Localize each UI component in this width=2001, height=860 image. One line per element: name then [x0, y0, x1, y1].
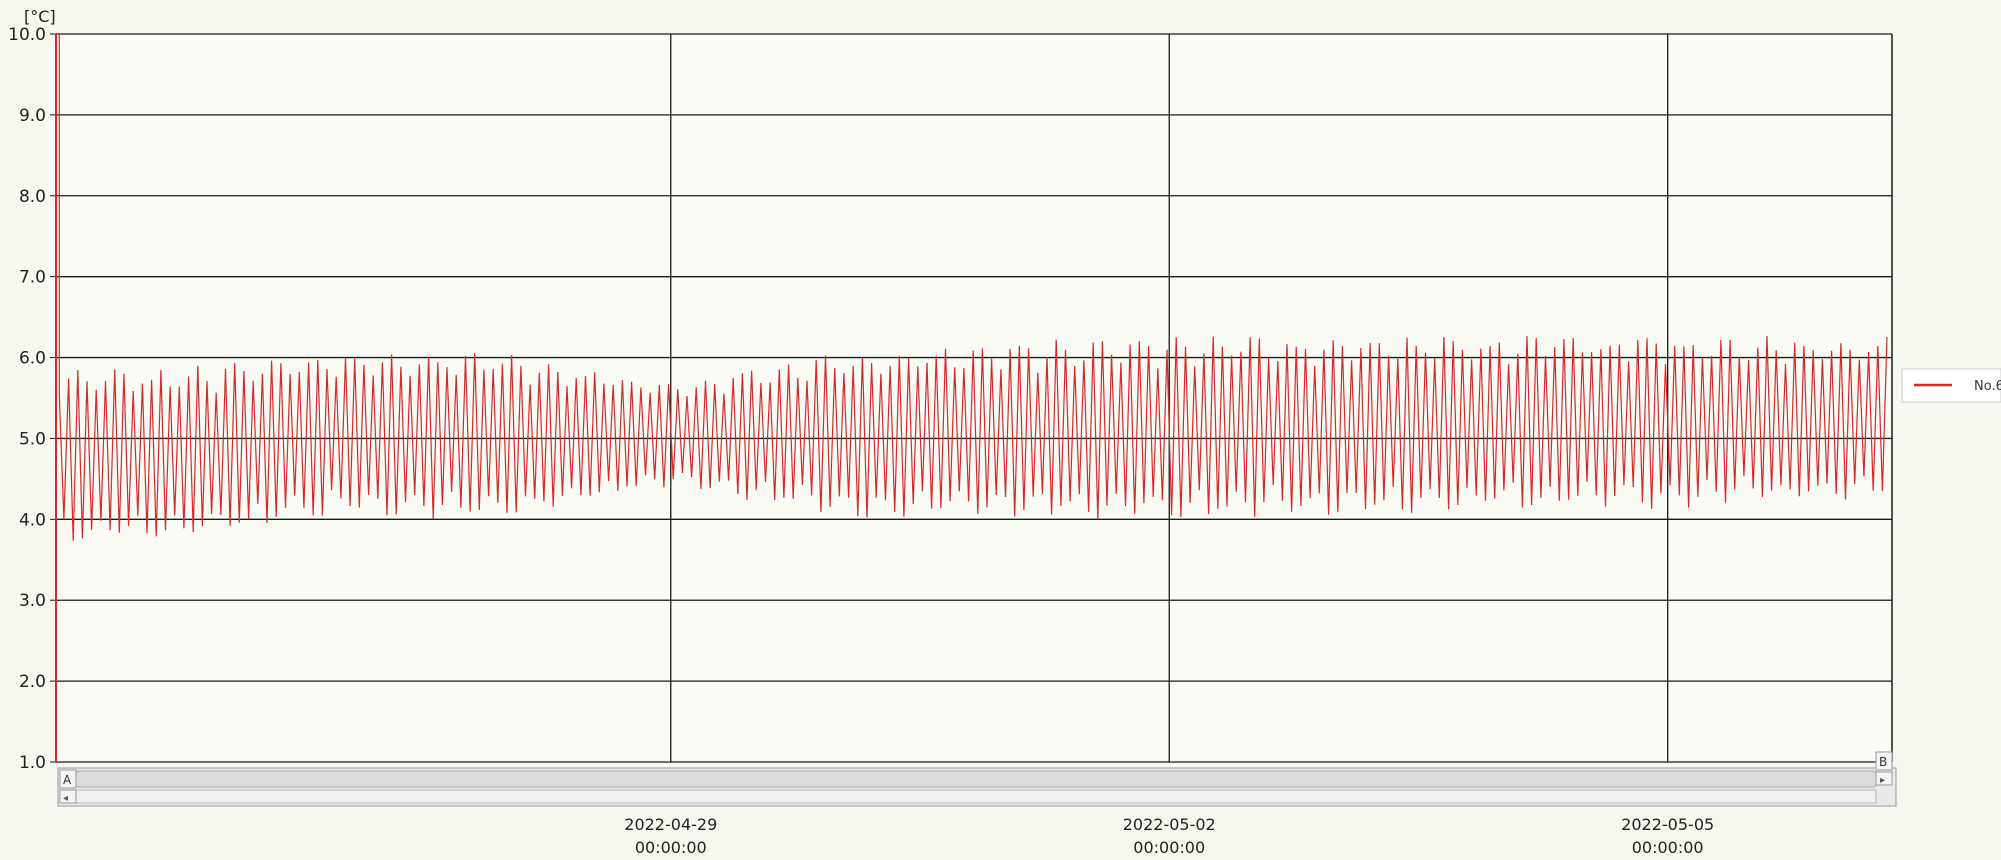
- y-tick-label: 3.0: [19, 591, 46, 611]
- legend: No.6: [1901, 368, 2001, 403]
- scroll-right-arrow-icon: ▸: [1880, 775, 1885, 786]
- series-line-no6: [58, 34, 1888, 541]
- y-tick-label: 8.0: [19, 187, 46, 207]
- scroll-left-arrow-icon: ◂: [63, 793, 68, 804]
- x-tick-date-label: 2022-04-29: [624, 815, 717, 834]
- scrollbar-lower-track[interactable]: [75, 789, 1877, 804]
- x-tick-time-label: 00:00:00: [635, 838, 707, 856]
- y-tick-label: 6.0: [19, 349, 46, 369]
- x-tick-time-label: 00:00:00: [1632, 838, 1704, 856]
- scroll-right-button[interactable]: [1875, 771, 1893, 786]
- range-start-label: A: [63, 773, 72, 787]
- y-tick-label: 2.0: [19, 672, 46, 692]
- y-tick-label: 1.0: [19, 753, 46, 773]
- y-tick-label: 5.0: [19, 429, 46, 449]
- series-layer: [58, 34, 1888, 541]
- y-tick-label: 7.0: [19, 268, 46, 288]
- time-scrollbar[interactable]: A B ◂ ▸: [57, 751, 1897, 807]
- legend-label: No.6: [1974, 379, 2001, 394]
- scrollbar-thumb[interactable]: [75, 770, 1877, 788]
- range-end-handle[interactable]: [1875, 751, 1893, 771]
- x-tick-date-label: 2022-05-05: [1621, 815, 1714, 834]
- axes: [°C] 1.0 2.0 3.0 4.0 5.0 6.0 7.0 8.0 9.0 10.0 2022…: [8, 7, 1893, 857]
- x-tick-time-label: 00:00:00: [1133, 838, 1205, 856]
- scroll-left-button[interactable]: [59, 789, 77, 804]
- y-unit-label: [°C]: [24, 7, 56, 26]
- y-tick-label: 9.0: [19, 106, 46, 126]
- x-tick-date-label: 2022-05-02: [1123, 815, 1216, 834]
- y-tick-label: 10.0: [8, 25, 46, 45]
- y-tick-label: 4.0: [19, 510, 46, 530]
- range-end-label: B: [1879, 755, 1887, 769]
- range-start-handle[interactable]: [59, 769, 77, 789]
